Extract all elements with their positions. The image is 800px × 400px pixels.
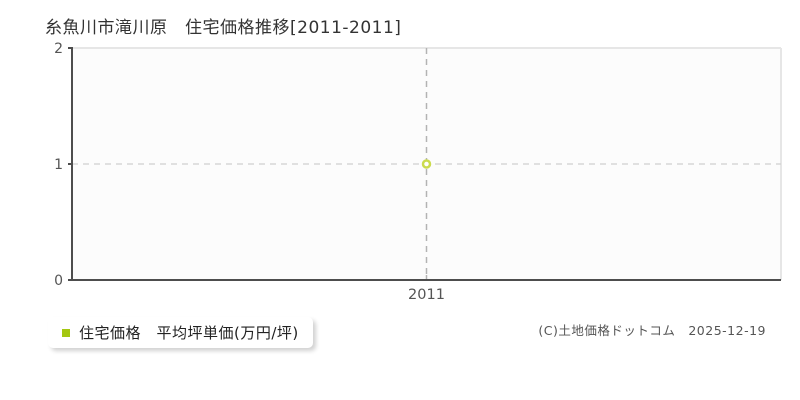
data-point[interactable] <box>421 159 432 169</box>
legend: 住宅価格 平均坪単価(万円/坪) <box>48 317 313 348</box>
legend-marker-square-icon <box>62 328 70 337</box>
y-tick-label: 1 <box>54 157 63 173</box>
copyright-text: (C)土地価格ドットコム 2025-12-19 <box>538 323 766 338</box>
x-tick-label: 2011 <box>408 287 445 303</box>
price-chart: 0 1 2 2011 <box>54 41 782 303</box>
page-title: 糸魚川市滝川原 住宅価格推移[2011-2011] <box>45 18 402 38</box>
legend-label: 住宅価格 平均坪単価(万円/坪) <box>79 324 299 342</box>
y-tick-label: 0 <box>54 273 63 289</box>
y-tick-label: 2 <box>54 41 63 57</box>
